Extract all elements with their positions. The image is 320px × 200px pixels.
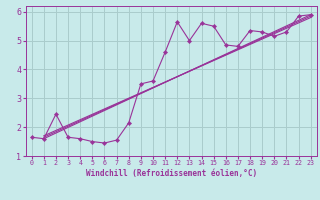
X-axis label: Windchill (Refroidissement éolien,°C): Windchill (Refroidissement éolien,°C) (86, 169, 257, 178)
